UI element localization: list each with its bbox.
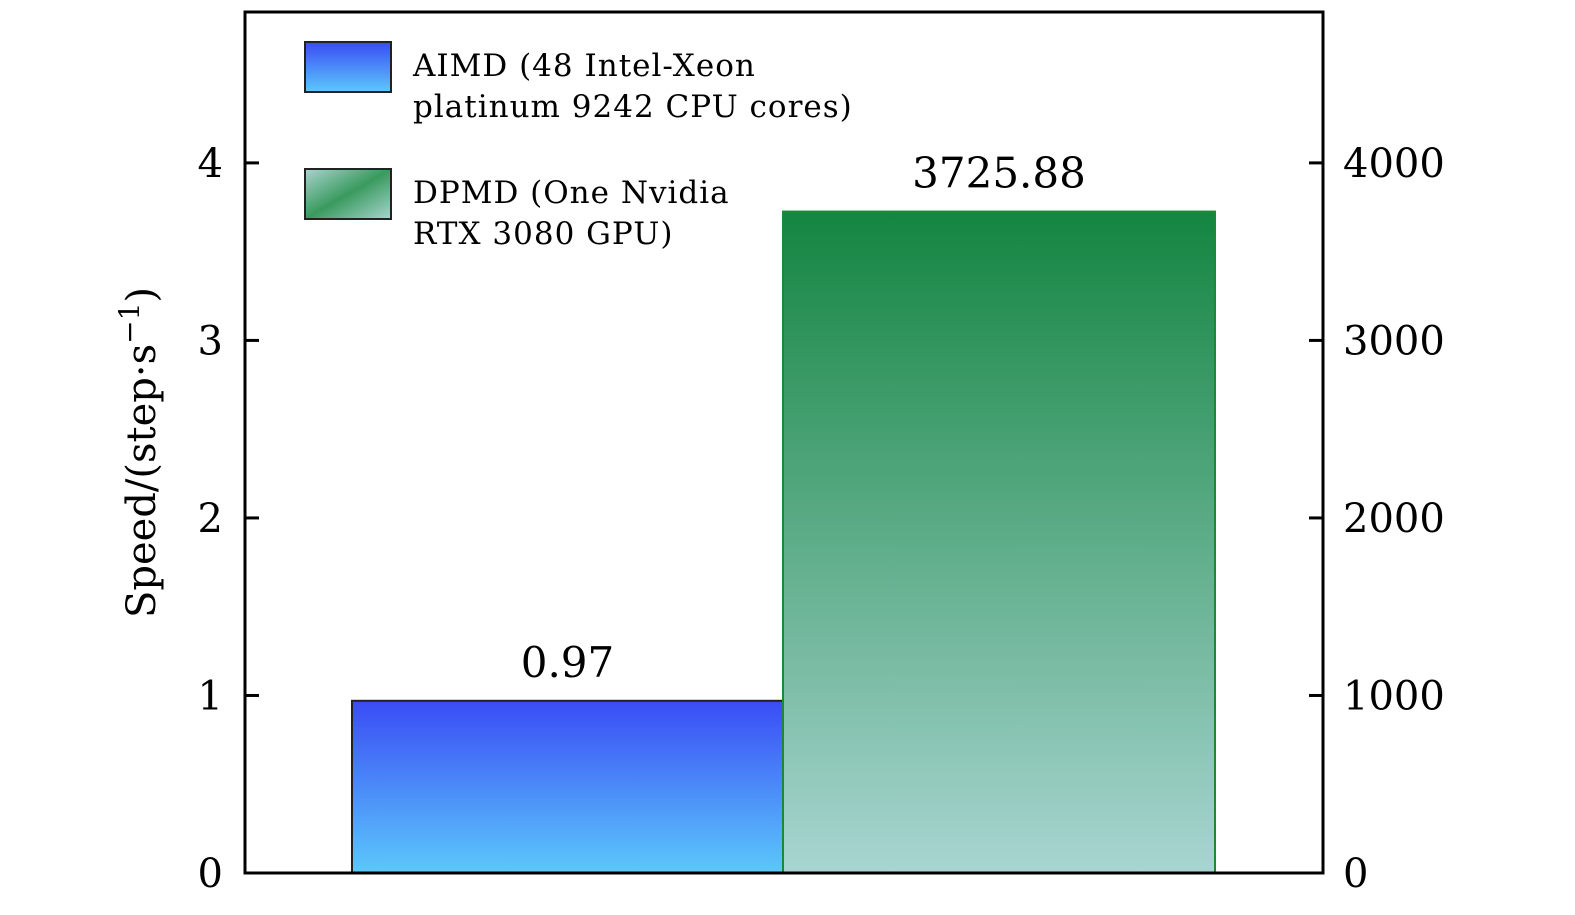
right-tick-label: 3000 <box>1343 318 1445 364</box>
legend-label-line: platinum 9242 CPU cores) <box>413 89 853 125</box>
left-tick-label: 0 <box>198 851 223 897</box>
legend-label-line: AIMD (48 Intel-Xeon <box>412 48 756 84</box>
left-tick-label: 1 <box>198 673 223 719</box>
legend-swatch-aimd <box>304 41 392 93</box>
left-tick-label: 2 <box>198 496 223 542</box>
right-tick-label: 0 <box>1343 851 1368 897</box>
legend-label-line: RTX 3080 GPU) <box>413 216 673 252</box>
bar-aimd <box>351 699 784 874</box>
bar-dpmd-value-label: 3725.88 <box>912 149 1086 198</box>
y-axis-title: Speed/(step·s−1) <box>113 287 165 618</box>
legend-label-line: DPMD (One Nvidia <box>413 175 730 211</box>
data-labels-group: 0.97 3725.88 <box>521 149 1086 687</box>
right-axis-ticks: 0 1000 2000 3000 4000 <box>1309 141 1445 897</box>
y-axis-title-sup: −1 <box>113 303 146 344</box>
bar-dpmd <box>782 210 1216 875</box>
left-axis-ticks: 0 1 2 3 4 <box>198 141 259 897</box>
left-tick-label: 4 <box>198 141 223 187</box>
plot-frame <box>243 10 1325 875</box>
right-tick-label: 2000 <box>1343 496 1445 542</box>
right-tick-label: 1000 <box>1343 673 1445 719</box>
left-tick-label: 3 <box>198 318 223 364</box>
right-tick-label: 4000 <box>1343 141 1445 187</box>
y-axis-title-close: ) <box>119 287 165 303</box>
legend-swatch-dpmd <box>304 168 392 220</box>
y-axis-title-main: Speed/(step·s <box>119 344 165 618</box>
bar-aimd-value-label: 0.97 <box>521 638 615 687</box>
bars-group <box>351 210 1216 875</box>
legend: AIMD (48 Intel-Xeon platinum 9242 CPU cor… <box>304 41 853 252</box>
